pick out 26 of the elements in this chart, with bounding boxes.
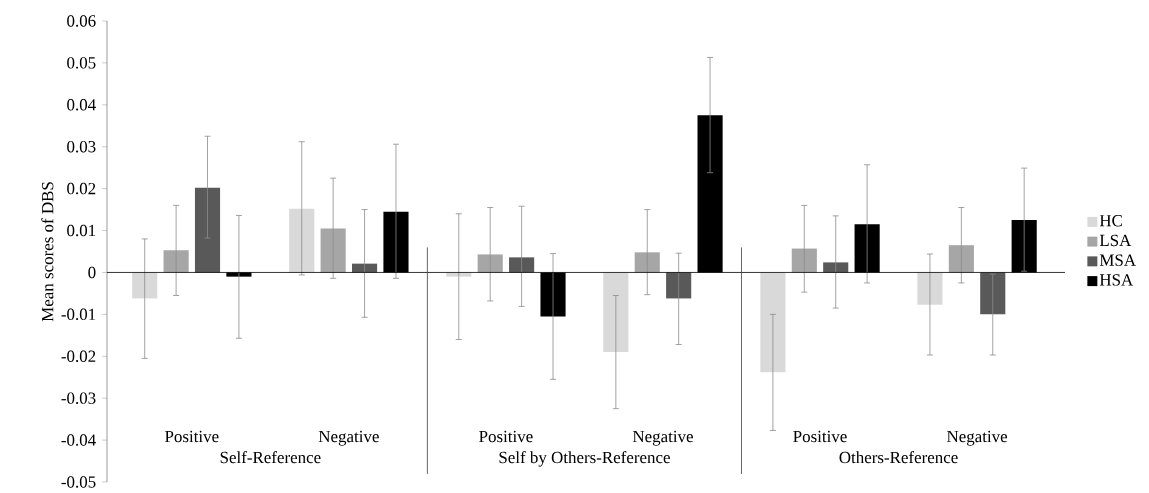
- annotation: Self by Others-Reference: [499, 451, 670, 467]
- legend-label: HC: [1099, 215, 1122, 227]
- y-tick-label: 0.05: [67, 57, 96, 69]
- y-tick-label: -0.04: [61, 434, 96, 446]
- x-tick-label: Positive: [479, 430, 533, 443]
- y-axis-title: Mean scores of DBS: [41, 182, 54, 322]
- x-tick-label: Positive: [793, 430, 847, 443]
- annotation: Others-Reference: [839, 451, 958, 464]
- y-tick-label: 0.03: [67, 140, 96, 153]
- x-tick-label: Negative: [632, 430, 693, 446]
- y-tick-label: 0.04: [67, 99, 96, 111]
- y-tick-label: -0.02: [61, 350, 96, 363]
- y-tick-label: 0.06: [67, 15, 96, 27]
- legend-label: LSA: [1099, 234, 1132, 247]
- y-tick-label: 0.02: [67, 182, 96, 195]
- y-tick-label: 0.01: [67, 224, 96, 237]
- x-tick-label: Negative: [946, 430, 1008, 446]
- legend-label: HSA: [1099, 274, 1134, 286]
- y-tick-label: -0.01: [61, 308, 96, 321]
- y-tick-label: 0: [88, 266, 96, 279]
- x-tick-label: Negative: [318, 430, 379, 446]
- y-tick-label: -0.03: [61, 392, 96, 404]
- x-tick-label: Positive: [165, 430, 219, 443]
- annotation: Self-Reference: [220, 451, 321, 464]
- legend-label: MSA: [1099, 254, 1136, 266]
- y-tick-label: -0.05: [61, 476, 96, 488]
